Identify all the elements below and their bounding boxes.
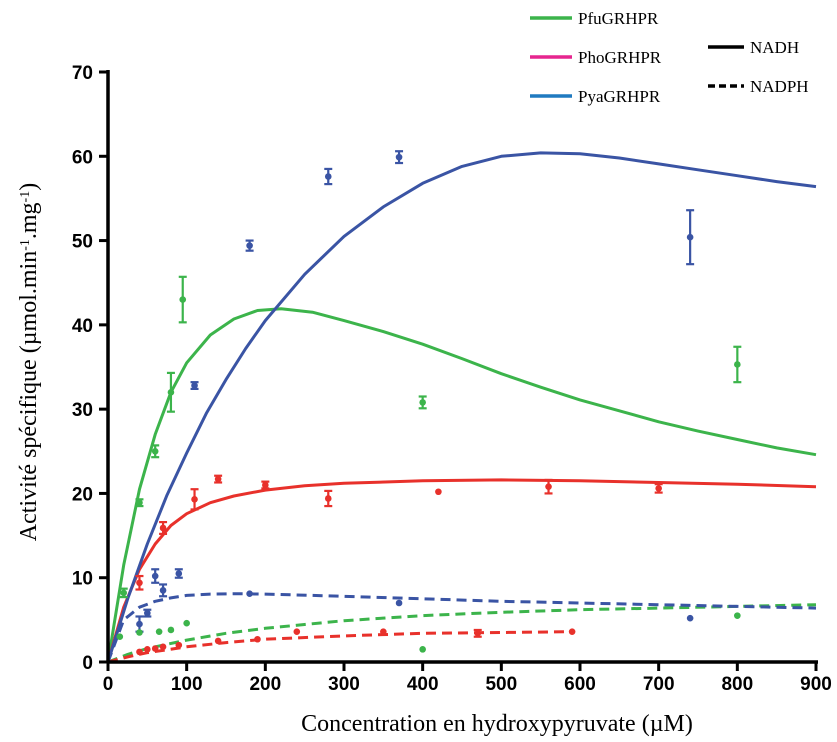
y-tick-label: 60: [72, 147, 93, 168]
data-point-phogrhpr-nadph: [151, 645, 159, 652]
x-tick-label: 0: [103, 674, 114, 695]
data-point-pfugrhpr-nadph: [136, 629, 143, 636]
data-point-phogrhpr-nadph: [293, 628, 301, 635]
y-tick-label: 10: [72, 569, 93, 590]
data-point-pyagrhpr-nadh: [191, 382, 198, 389]
data-point-pyagrhpr-nadph: [395, 599, 403, 607]
legend-label-pfugrhpr: PfuGRHPR: [578, 9, 659, 28]
data-point-phogrhpr-nadh: [545, 483, 552, 490]
data-point-pyagrhpr-nadh: [151, 572, 159, 580]
data-point-pfugrhpr-nadh: [419, 399, 426, 406]
curve-pyagrhpr-nadph: [106, 592, 817, 663]
data-point-phogrhpr-nadph: [568, 628, 576, 635]
x-tick-label: 500: [485, 674, 517, 695]
data-point-pfugrhpr-nadph: [734, 612, 741, 619]
data-point-pyagrhpr-nadh: [136, 620, 143, 628]
y-tick-label: 50: [72, 232, 93, 253]
data-point-pfugrhpr-nadph: [116, 633, 124, 641]
data-point-pfugrhpr-nadph: [419, 646, 426, 653]
y-axis-title-part: Activité spécifique (µmol.min: [16, 251, 42, 541]
data-point-pyagrhpr-nadh: [159, 587, 167, 594]
y-axis-title: Activité spécifique (µmol.min-1.mg-1): [16, 183, 42, 541]
axes: 0 100 200 300 400 500 600 700 800 900 0 10 20 30 40 50 6…: [72, 63, 832, 695]
y-tick-label: 70: [72, 63, 93, 84]
data-point-phogrhpr-nadph: [144, 646, 151, 653]
data-point-phogrhpr-nadph: [175, 641, 183, 649]
data-point-phogrhpr-nadph: [474, 630, 482, 637]
data-point-pfugrhpr-nadh: [734, 361, 741, 368]
legend-label-nadph: NADPH: [750, 77, 809, 96]
data-point-pfugrhpr-nadh: [120, 589, 128, 597]
x-tick-label: 300: [328, 674, 360, 695]
data-point-phogrhpr-nadph: [136, 648, 143, 656]
x-tick-label: 400: [407, 674, 439, 695]
x-tick-label: 200: [249, 674, 281, 695]
data-point-pyagrhpr-nadph: [686, 614, 694, 622]
data-point-pyagrhpr-nadh: [395, 153, 403, 161]
data-point-pfugrhpr-nadh: [179, 296, 187, 303]
x-tick-label: 900: [800, 674, 832, 695]
data-point-pfugrhpr-nadph: [167, 626, 175, 634]
x-tick-label: 700: [643, 674, 675, 695]
y-tick-label: 20: [72, 484, 93, 505]
y-tick-label: 30: [72, 400, 93, 421]
data-point-pfugrhpr-nadph: [155, 628, 163, 635]
data-point-pfugrhpr-nadh: [167, 388, 175, 396]
legend-label-nadh: NADH: [750, 38, 799, 57]
y-axis-title-part: ): [16, 183, 42, 191]
data-point-pfugrhpr-nadph: [183, 619, 190, 627]
curve-pfugrhpr-nadh: [106, 307, 817, 663]
data-point-pyagrhpr-nadph: [246, 590, 253, 598]
data-point-pyagrhpr-nadh: [144, 609, 151, 617]
data-point-pyagrhpr-nadh: [686, 233, 694, 241]
data-point-pyagrhpr-nadh: [246, 242, 253, 249]
data-point-phogrhpr-nadh: [435, 488, 442, 496]
curve-phogrhpr-nadh: [106, 478, 817, 663]
data-point-phogrhpr-nadh: [324, 495, 332, 502]
fit-curves: [106, 151, 817, 664]
x-tick-label: 600: [564, 674, 596, 695]
data-point-phogrhpr-nadh: [191, 496, 198, 503]
legend-label-pyagrhpr: PyaGRHPR: [578, 87, 661, 106]
data-point-pyagrhpr-nadh: [324, 173, 332, 180]
legend-label-phogrhpr: PhoGRHPR: [578, 48, 662, 67]
data-point-phogrhpr-nadh: [136, 579, 143, 587]
data-points: [116, 150, 742, 656]
y-axis-title-part: .mg: [16, 202, 42, 239]
data-point-pyagrhpr-nadh: [175, 570, 183, 577]
y-tick-label: 40: [72, 316, 93, 337]
data-point-phogrhpr-nadph: [159, 643, 167, 651]
x-axis-title: Concentration en hydroxypyruvate (µM): [301, 711, 693, 737]
curve-phogrhpr-nadph: [107, 630, 573, 664]
data-point-phogrhpr-nadh: [159, 524, 167, 532]
data-point-pfugrhpr-nadh: [151, 447, 159, 455]
data-point-phogrhpr-nadh: [262, 481, 269, 489]
curve-pyagrhpr-nadh: [106, 151, 817, 663]
data-point-phogrhpr-nadh: [214, 475, 222, 483]
y-axis-title-sup: -1: [18, 239, 33, 251]
x-tick-label: 800: [721, 674, 753, 695]
data-point-pfugrhpr-nadh: [136, 499, 143, 507]
legend: PfuGRHPR PhoGRHPR PyaGRHPR NADH NADPH: [530, 9, 809, 106]
x-tick-label: 100: [171, 674, 203, 695]
y-axis-title-sup: -1: [18, 191, 33, 203]
data-point-phogrhpr-nadph: [254, 635, 261, 643]
y-tick-label: 0: [82, 653, 93, 674]
data-point-phogrhpr-nadph: [380, 628, 387, 635]
data-point-phogrhpr-nadh: [655, 485, 662, 492]
data-point-phogrhpr-nadph: [214, 637, 222, 645]
